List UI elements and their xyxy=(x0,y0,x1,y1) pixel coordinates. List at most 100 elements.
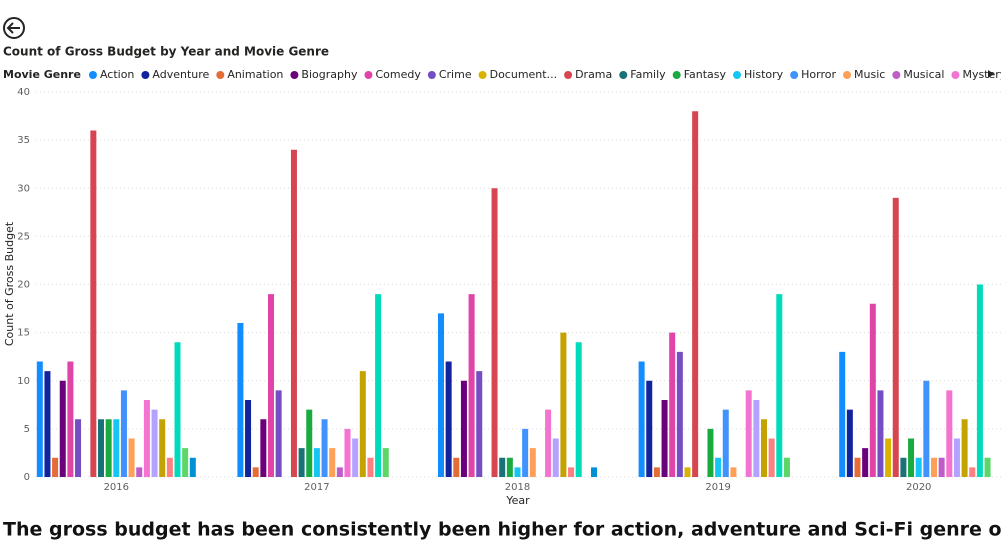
bar xyxy=(745,390,752,477)
bar xyxy=(753,400,760,477)
bar xyxy=(189,457,196,477)
bar xyxy=(669,332,676,477)
bar xyxy=(445,361,452,477)
bar xyxy=(67,361,74,477)
legend-label: Horror xyxy=(801,68,836,81)
bar xyxy=(761,419,767,477)
legend-label: Music xyxy=(854,68,885,81)
bar xyxy=(313,448,320,477)
x-axis-title: Year xyxy=(505,494,530,507)
legend-label: Musical xyxy=(903,68,944,81)
bar xyxy=(113,419,120,477)
bar xyxy=(900,457,907,477)
bar xyxy=(514,467,521,477)
bar xyxy=(336,467,343,477)
y-tick-label: 10 xyxy=(17,376,30,387)
bar xyxy=(783,457,790,477)
legend-marker xyxy=(790,71,799,79)
bar xyxy=(707,428,714,477)
legend-marker xyxy=(216,71,225,79)
bar xyxy=(545,409,552,477)
bar xyxy=(638,361,645,477)
y-tick-label: 40 xyxy=(17,87,30,98)
bar xyxy=(661,400,668,477)
legend-marker xyxy=(619,71,628,79)
bar xyxy=(506,457,513,477)
legend-label: Family xyxy=(630,68,666,81)
legend-label: Document... xyxy=(490,68,557,81)
bar xyxy=(885,438,892,477)
legend-marker xyxy=(141,71,150,79)
bar xyxy=(915,457,922,477)
back-button[interactable] xyxy=(3,17,25,39)
bar xyxy=(44,371,51,477)
bar xyxy=(653,467,660,477)
bar xyxy=(166,457,173,477)
bar xyxy=(128,438,135,477)
bar xyxy=(499,457,506,477)
bar xyxy=(491,188,498,477)
y-tick-label: 30 xyxy=(17,183,30,194)
x-tick-label: 2020 xyxy=(906,482,931,493)
legend-label: Action xyxy=(100,68,134,81)
bar xyxy=(237,323,244,477)
bar xyxy=(252,467,259,477)
bar xyxy=(946,390,953,477)
bar xyxy=(90,130,97,477)
bar xyxy=(298,448,305,477)
legend-label: Drama xyxy=(575,68,612,81)
bar xyxy=(953,438,960,477)
bar xyxy=(260,419,267,477)
y-axis-title: Count of Gross Budget xyxy=(3,221,16,346)
bar xyxy=(98,419,104,477)
bar xyxy=(961,419,968,477)
bar xyxy=(529,448,536,477)
bar xyxy=(105,419,112,477)
bar xyxy=(846,409,853,477)
bar xyxy=(568,467,575,477)
bar xyxy=(268,294,274,477)
bar xyxy=(692,111,699,477)
legend-scroll[interactable] xyxy=(988,70,994,78)
bar xyxy=(877,390,884,477)
legend-marker xyxy=(364,71,373,79)
y-tick-label: 0 xyxy=(24,472,30,483)
legend-marker xyxy=(564,71,573,79)
y-tick-label: 35 xyxy=(17,135,30,146)
bar xyxy=(359,371,366,477)
bar xyxy=(438,313,444,477)
x-tick-label: 2018 xyxy=(505,482,530,493)
legend-marker xyxy=(843,71,852,79)
bar xyxy=(52,457,59,477)
bar xyxy=(984,457,991,477)
bar xyxy=(75,419,82,477)
bar xyxy=(290,149,297,477)
legend-label: Biography xyxy=(301,68,358,81)
bar xyxy=(453,457,460,477)
bar xyxy=(321,419,328,477)
bar xyxy=(245,400,252,477)
bar xyxy=(854,457,861,477)
bar xyxy=(575,342,582,477)
bar xyxy=(136,467,143,477)
legend-label: Crime xyxy=(439,68,472,81)
bar xyxy=(120,390,127,477)
bar xyxy=(182,448,189,477)
legend-marker xyxy=(88,71,97,79)
bar xyxy=(923,380,930,477)
bar xyxy=(344,428,351,477)
bar xyxy=(715,457,722,477)
bar xyxy=(938,457,945,477)
bar xyxy=(684,467,691,477)
y-tick-label: 15 xyxy=(17,328,30,339)
bar xyxy=(722,409,729,477)
bar xyxy=(839,351,846,477)
legend-label: Fantasy xyxy=(684,68,727,81)
bar xyxy=(468,294,475,477)
bar xyxy=(59,380,66,477)
x-tick-label: 2017 xyxy=(304,482,329,493)
legend-marker xyxy=(951,71,960,79)
legend-label: History xyxy=(744,68,784,81)
bar xyxy=(306,409,313,477)
